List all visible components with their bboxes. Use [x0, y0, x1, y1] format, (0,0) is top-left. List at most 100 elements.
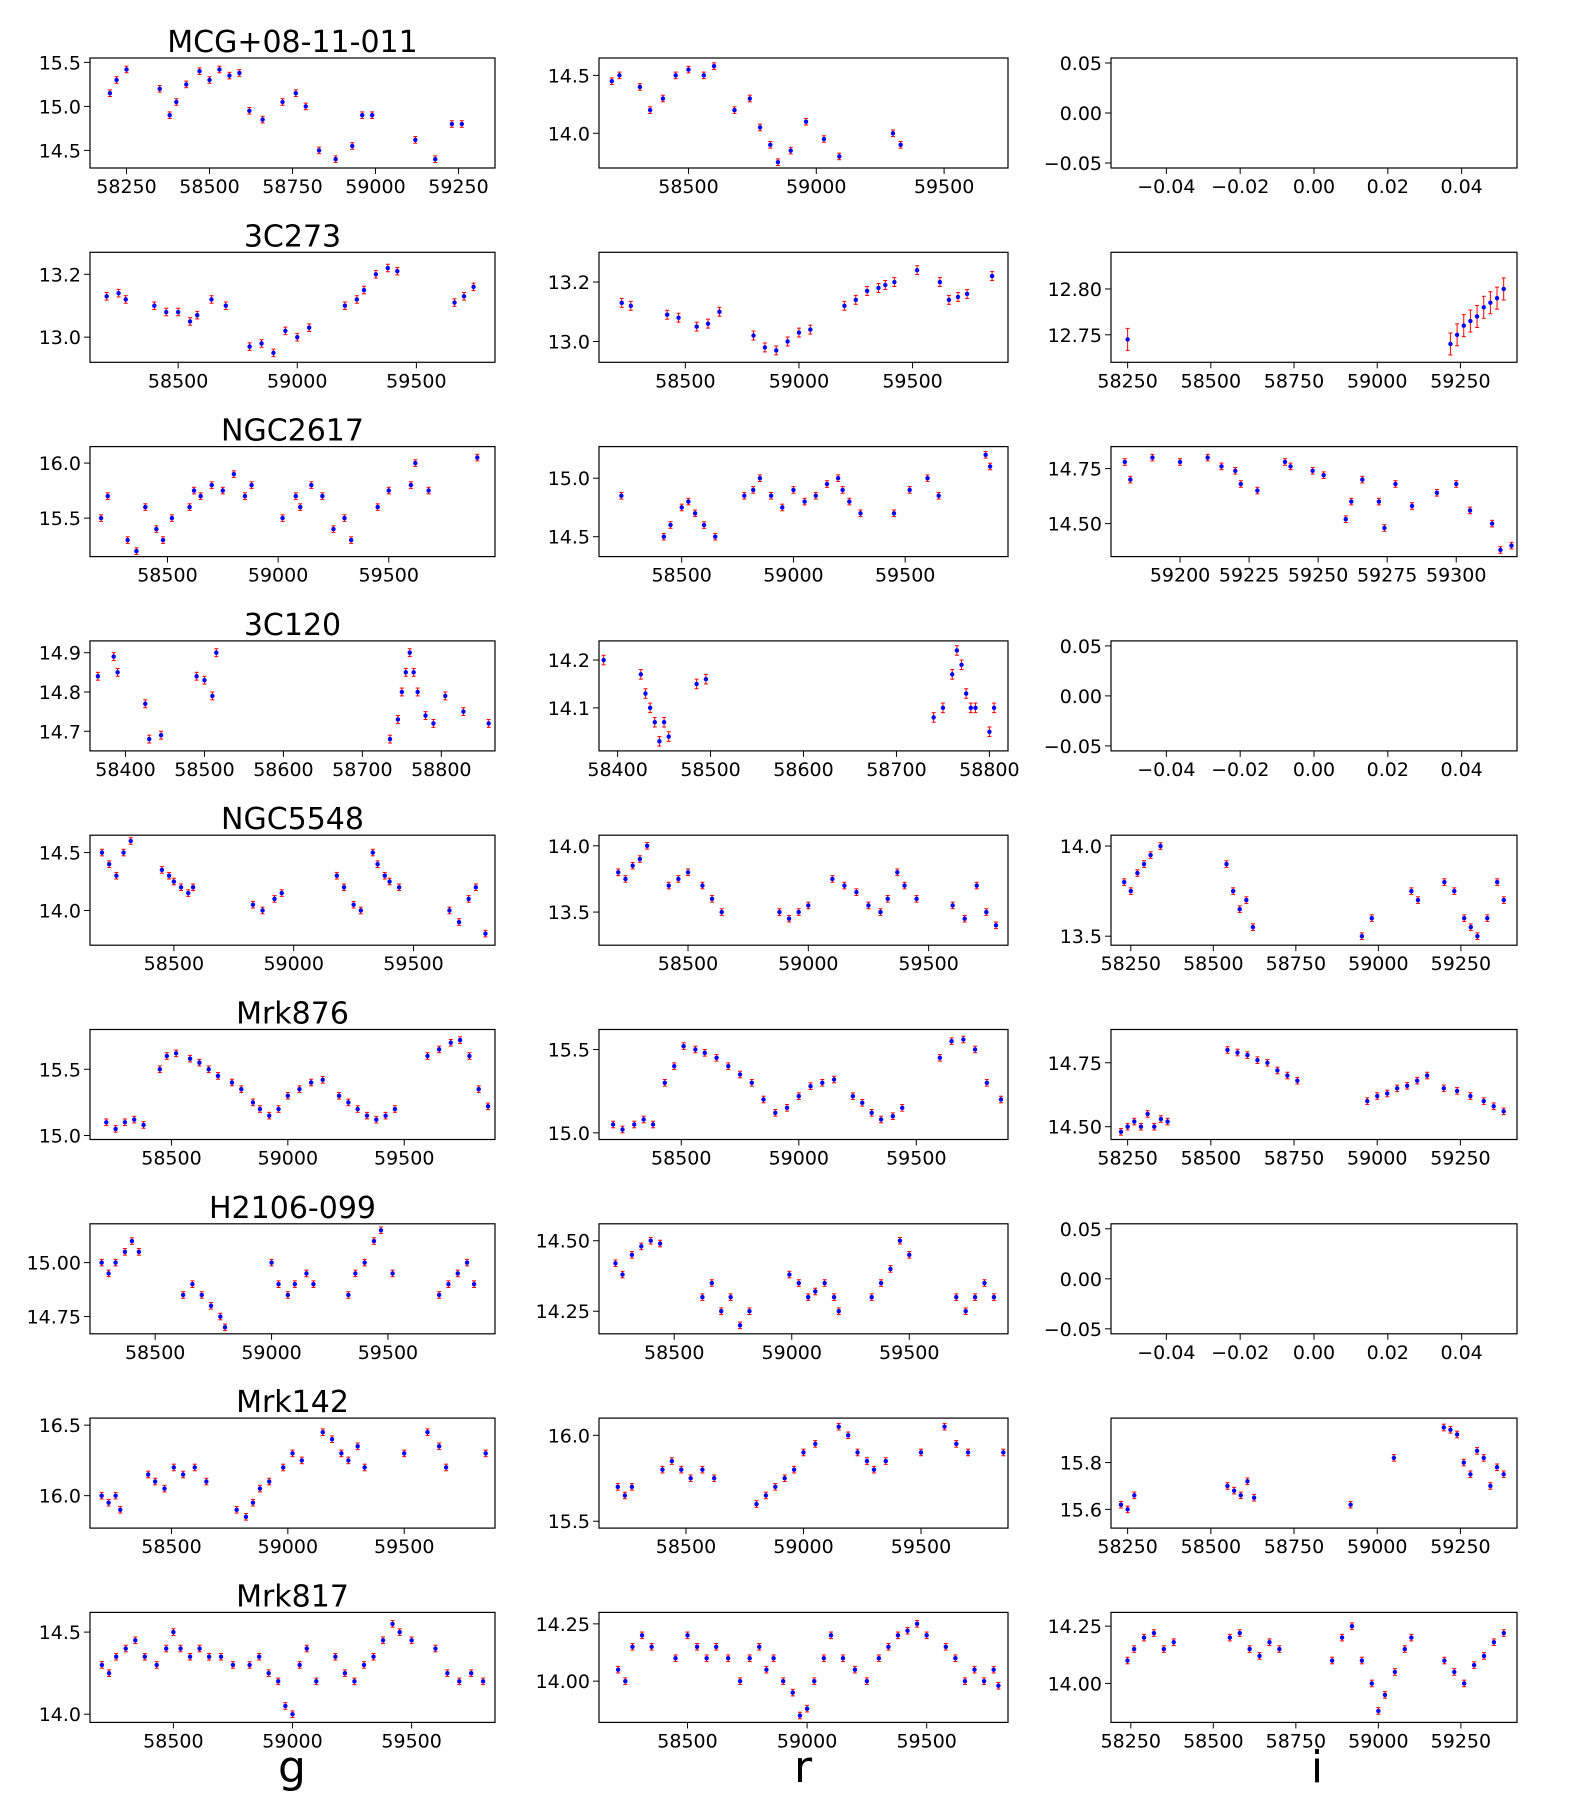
data-point — [299, 1458, 305, 1463]
data-point — [1145, 1111, 1150, 1117]
data-point — [154, 1662, 159, 1668]
data-point — [950, 672, 955, 677]
data-point — [989, 273, 995, 279]
x-tick-label: 59500 — [359, 565, 419, 587]
data-point — [106, 1500, 111, 1505]
x-tick-label: −0.02 — [1211, 1342, 1269, 1364]
data-point — [447, 908, 452, 913]
data-point — [378, 1228, 384, 1233]
data-point — [885, 896, 890, 902]
data-point — [456, 919, 462, 925]
data-point — [787, 1272, 792, 1277]
panel-mrk817-i: 58250 58500 58750 59000 59250 14.00 14.25 — [1048, 1611, 1518, 1752]
data-point — [1434, 490, 1440, 495]
data-point — [700, 883, 705, 888]
data-point — [940, 705, 946, 711]
data-point — [842, 883, 847, 888]
data-point — [1481, 305, 1486, 310]
x-tick-label: 59200 — [1150, 565, 1210, 587]
panel-ngc2617-r: 58500 59000 59500 14.5 15.0 — [548, 446, 1009, 587]
data-point — [950, 903, 955, 908]
data-point — [260, 908, 265, 913]
data-point — [271, 350, 276, 356]
data-point — [837, 154, 842, 159]
data-point — [1233, 468, 1238, 473]
data-point — [355, 1444, 360, 1449]
data-point — [295, 334, 300, 340]
data-point — [1461, 1681, 1467, 1686]
data-point — [1238, 1493, 1243, 1498]
data-point — [954, 1294, 959, 1300]
data-point — [1467, 508, 1473, 513]
data-point — [1141, 861, 1147, 867]
data-point — [692, 511, 698, 516]
band-label-g: g — [278, 1742, 306, 1793]
x-tick-label: 58500 — [141, 1536, 201, 1558]
data-point — [701, 522, 707, 528]
panel-mrk876-g: 58500 59000 59500 15.0 15.5 — [39, 1028, 496, 1170]
data-point — [190, 885, 196, 890]
data-point — [387, 879, 392, 884]
data-point — [339, 1451, 344, 1456]
axes-frame — [598, 640, 1009, 752]
data-point — [290, 1451, 295, 1456]
data-point — [167, 113, 172, 118]
data-point — [804, 1706, 810, 1711]
y-tick-label: 12.80 — [1048, 279, 1102, 301]
data-point — [390, 1621, 395, 1627]
data-point — [840, 1656, 846, 1661]
data-point — [647, 705, 653, 711]
data-point — [1442, 879, 1447, 885]
data-point — [806, 903, 811, 908]
data-point — [364, 1113, 370, 1118]
x-tick-label: 59000 — [267, 370, 327, 392]
x-tick-label: 59000 — [763, 565, 823, 587]
x-tick-label: 58250 — [1097, 370, 1157, 392]
data-point — [1310, 468, 1315, 473]
data-point — [742, 493, 747, 498]
data-point — [987, 729, 992, 734]
y-tick-label: 14.0 — [548, 123, 590, 145]
data-point — [876, 1656, 882, 1661]
panel-3c273-i: 58250 58500 58750 59000 59250 12.75 12.80 — [1048, 251, 1518, 392]
panel-mrk817-g: 58500 59000 59500 14.0 14.5 — [39, 1611, 496, 1752]
data-point — [186, 890, 191, 896]
data-point — [362, 1260, 367, 1265]
data-point — [187, 1654, 193, 1659]
data-point — [375, 504, 380, 510]
data-point — [250, 1100, 256, 1105]
data-point — [842, 303, 847, 309]
data-point — [257, 1106, 263, 1112]
x-tick-label: 59500 — [914, 176, 974, 198]
data-point — [220, 488, 225, 493]
data-point — [866, 903, 871, 908]
x-tick-label: 58500 — [179, 176, 239, 198]
axes-frame — [598, 251, 1009, 363]
data-point — [104, 294, 109, 299]
data-point — [628, 303, 634, 309]
data-point — [1442, 1658, 1447, 1663]
panel-title-h2106-099: H2106-099 — [209, 1191, 376, 1226]
data-point — [276, 1106, 281, 1112]
data-point — [630, 1644, 635, 1649]
data-point — [1255, 1057, 1260, 1063]
y-tick-label: 14.2 — [548, 650, 590, 672]
data-point — [1461, 1460, 1466, 1465]
data-point — [649, 1644, 654, 1649]
data-point — [180, 1472, 186, 1477]
data-point — [1382, 1692, 1388, 1698]
data-point — [895, 1633, 901, 1638]
data-point — [1461, 915, 1467, 921]
data-point — [709, 896, 715, 902]
data-point — [676, 876, 681, 882]
data-point — [1452, 1669, 1457, 1675]
data-point — [719, 1309, 724, 1314]
data-point — [411, 670, 416, 675]
data-point — [445, 1670, 450, 1676]
data-point — [1224, 861, 1229, 867]
data-point — [1488, 1483, 1493, 1489]
data-point — [142, 1654, 147, 1659]
data-point — [964, 291, 970, 297]
data-point — [661, 534, 667, 539]
data-point — [223, 303, 228, 308]
